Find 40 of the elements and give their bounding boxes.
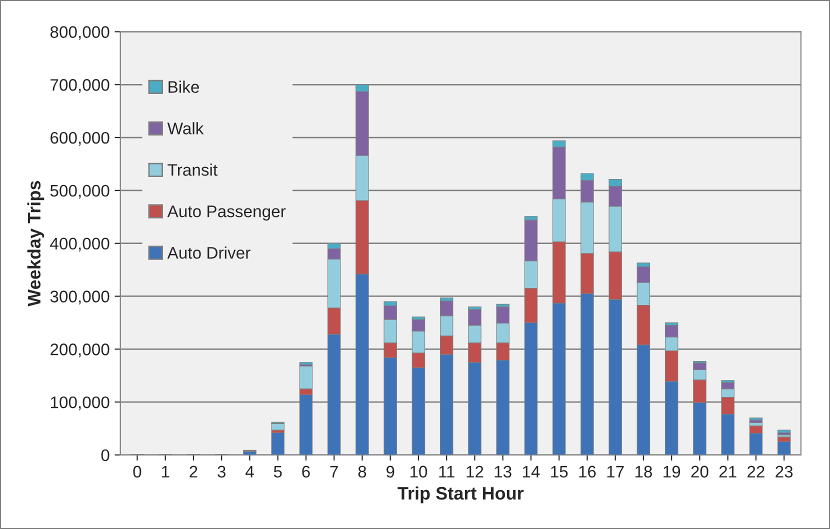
- x-tick-label: 13: [494, 466, 512, 478]
- y-tick-label: 800,000: [50, 26, 110, 40]
- x-tick-label: 23: [776, 466, 793, 478]
- legend-label: Walk: [167, 122, 204, 134]
- x-tick-label: 22: [748, 466, 764, 478]
- y-tick-label: 0: [101, 449, 110, 462]
- x-tick-label: 19: [664, 466, 680, 478]
- y-tick-label: 100,000: [50, 396, 110, 410]
- y-axis-title: Weekday Trips: [27, 181, 44, 306]
- x-tick-label: 10: [410, 466, 428, 478]
- x-tick-label: 5: [274, 466, 282, 478]
- y-tick-label: 600,000: [50, 132, 110, 146]
- x-tick-label: 16: [579, 466, 596, 478]
- x-tick-label: 12: [466, 466, 484, 478]
- x-tick-label: 0: [133, 466, 142, 478]
- legend-label: Auto Driver: [167, 246, 250, 259]
- y-tick-label: 400,000: [50, 238, 110, 252]
- x-tick-label: 11: [439, 466, 454, 478]
- x-tick-label: 8: [358, 466, 366, 478]
- x-tick-label: 18: [635, 466, 652, 478]
- x-tick-label: 4: [245, 466, 254, 478]
- x-tick-label: 15: [551, 466, 568, 478]
- y-tick-label: 200,000: [50, 344, 110, 358]
- x-tick-label: 21: [719, 466, 736, 478]
- x-tick-label: 2: [190, 466, 198, 478]
- legend-label: Transit: [168, 164, 218, 176]
- x-axis-title: Trip Start Hour: [398, 486, 524, 504]
- x-tick-label: 6: [302, 466, 310, 478]
- legend-label: Bike: [168, 80, 199, 93]
- y-tick-label: 700,000: [50, 79, 110, 93]
- legend-label: Auto Passenger: [167, 206, 286, 221]
- y-tick-label: 500,000: [50, 184, 110, 199]
- x-tick-label: 3: [218, 466, 226, 478]
- x-tick-label: 1: [162, 466, 170, 478]
- x-tick-label: 14: [522, 466, 540, 478]
- x-tick-label: 9: [386, 466, 394, 478]
- x-tick-label: 20: [691, 466, 708, 478]
- y-tick-label: 300,000: [50, 290, 110, 304]
- x-tick-label: 7: [330, 466, 338, 478]
- x-tick-label: 17: [607, 466, 624, 478]
